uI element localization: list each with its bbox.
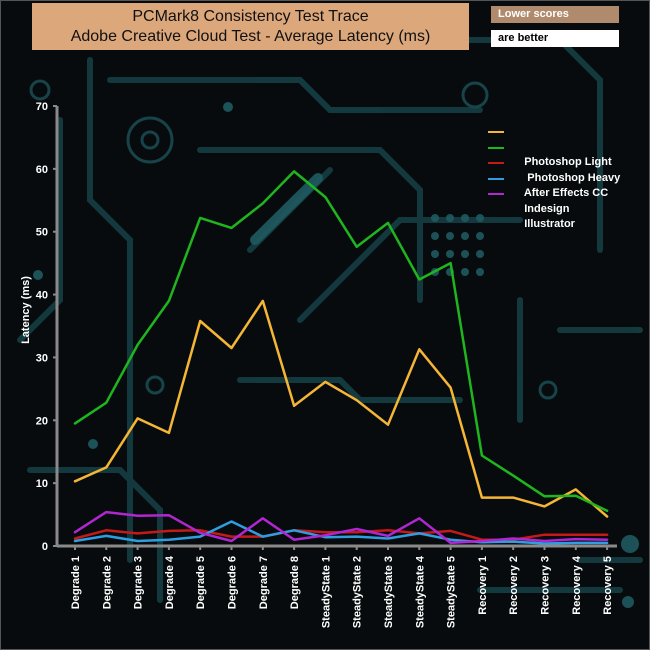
legend-label: After Effects CC [523,187,609,199]
legend-item-after-effects: After Effects CC [488,155,620,199]
series-line-illustrator [73,510,609,545]
x-tick-label: SteadyState 2 [352,556,364,628]
legend-label: Illustrator [524,218,575,230]
y-tick-label: 10 [36,478,48,490]
x-tick-label: Recovery 2 [508,556,520,615]
legend-swatch [488,162,504,164]
x-tick-label: SteadyState 1 [320,556,332,628]
x-tick-label: Degrade 5 [195,556,207,609]
x-tick-label: SteadyState 5 [446,556,458,628]
x-tick-label: SteadyState 3 [383,556,395,628]
chart-title-line-1: PCMark8 Consistency Test Trace [132,8,369,25]
legend-item-illustrator: Illustrator [488,186,620,230]
note-are-better: are better [491,30,619,47]
y-axis-label: Latency (ms) [20,276,32,344]
y-tick-label: 40 [36,290,48,302]
x-tick-label: SteadyState 4 [414,555,426,628]
x-tick-label: Degrade 6 [227,556,239,609]
x-tick-label: Degrade 2 [101,556,113,609]
series-line-photoshop-heavy [73,170,609,513]
x-tick-label: Recovery 1 [477,556,489,615]
legend-label: Photoshop Heavy [524,171,621,184]
legend-item-photoshop-heavy: Photoshop Heavy [488,140,620,184]
chart-legend: Photoshop Light Photoshop Heavy After Ef… [488,124,620,230]
x-tick-label: Recovery 5 [602,556,614,615]
chart-title-line-2: Adobe Creative Cloud Test - Average Late… [70,28,431,45]
x-tick-label: Degrade 7 [258,556,270,609]
note-lower-scores: Lower scores [491,6,619,23]
x-tick-label: Recovery 4 [571,555,583,615]
y-tick-label: 50 [36,227,48,239]
legend-item-indesign: Indesign [488,171,620,215]
legend-swatch [488,177,504,180]
legend-item-photoshop-light: Photoshop Light [488,124,620,168]
y-tick-label: 20 [36,415,48,427]
x-tick-label: Degrade 3 [133,556,145,609]
y-tick-label: 70 [36,101,48,113]
y-tick-label: 0 [42,541,48,553]
series-line-indesign [73,520,609,545]
legend-label: Indesign [524,202,570,215]
legend-swatch [488,146,504,149]
y-tick-label: 30 [36,352,48,364]
x-tick-label: Recovery 3 [540,556,552,615]
y-tick-label: 60 [36,164,48,176]
x-tick-label: Degrade 8 [289,556,301,609]
x-tick-label: Degrade 1 [70,556,82,609]
chart-axes: 0 10 20 30 40 50 60 70 Degrade 1 Degrade 2 Degrade… [36,101,617,628]
legend-label: Photoshop Light [524,156,612,168]
series-line-photoshop-light [73,299,609,518]
x-tick-label: Degrade 4 [164,555,176,609]
chart-series-layer [73,170,609,545]
chart-title-box: PCMark8 Consistency Test Trace Adobe Cre… [32,3,469,50]
legend-swatch [488,193,504,195]
legend-swatch [488,131,504,133]
